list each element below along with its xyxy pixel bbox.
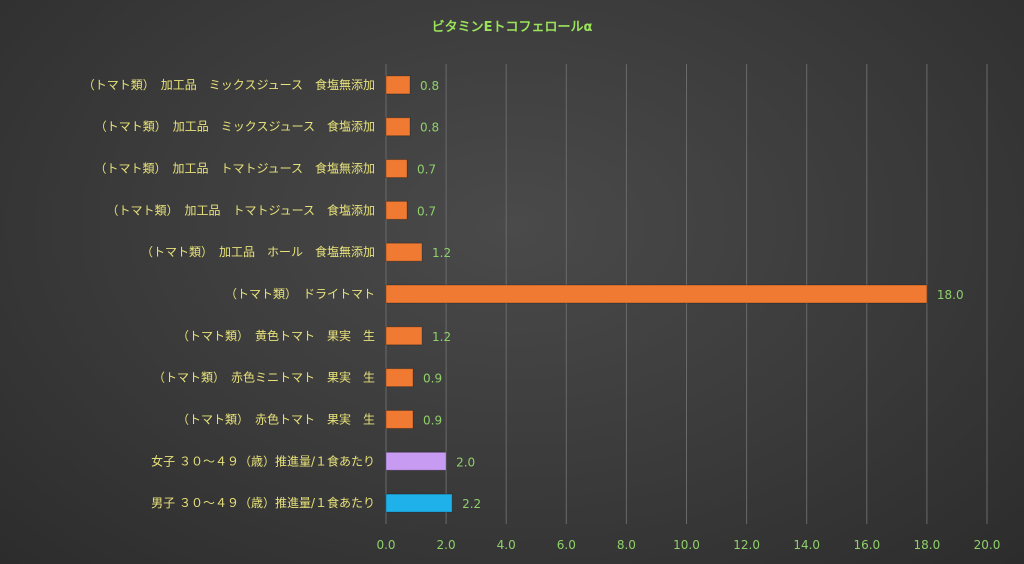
data-label: 0.7 <box>417 163 436 177</box>
bar <box>385 284 928 304</box>
category-label: （トマト類） 加工品 ミックスジュース 食塩無添加 <box>83 77 375 92</box>
data-label: 0.7 <box>417 204 436 218</box>
x-tick-label: 18.0 <box>914 538 941 552</box>
bar <box>385 409 414 429</box>
data-label: 0.8 <box>420 121 439 135</box>
x-tick-label: 14.0 <box>793 538 820 552</box>
bars <box>385 75 928 513</box>
category-label: （トマト類） 加工品 トマトジュース 食塩添加 <box>106 202 375 217</box>
category-label: （トマト類） 赤色トマト 果実 生 <box>177 411 375 426</box>
chart-title: ビタミンEトコフェロールα <box>432 19 593 35</box>
data-label: 1.2 <box>432 246 451 260</box>
x-tick-label: 2.0 <box>437 538 456 552</box>
bar <box>385 493 453 513</box>
data-label: 0.9 <box>423 372 442 386</box>
category-label: （トマト類） 加工品 トマトジュース 食塩無添加 <box>94 161 375 176</box>
x-tick-label: 10.0 <box>673 538 700 552</box>
category-label: （トマト類） 加工品 ミックスジュース 食塩添加 <box>95 119 375 134</box>
x-axis-ticks: 0.0 2.0 4.0 6.0 8.0 10.0 12.0 14.0 16.0 18.0 20.0 <box>376 538 1000 552</box>
x-tick-label: 6.0 <box>557 538 576 552</box>
x-tick-label: 16.0 <box>853 538 880 552</box>
bar <box>385 451 447 471</box>
data-label: 18.0 <box>937 288 964 302</box>
bar <box>385 368 414 388</box>
category-label: （トマト類） 加工品 ホール 食塩無添加 <box>141 244 375 259</box>
data-label: 0.9 <box>423 413 442 427</box>
category-label: 女子 ３０～４９（歳）推進量/１食あたり <box>151 453 375 468</box>
data-labels: 0.8 0.8 0.7 0.7 1.2 18.0 1.2 0.9 0.9 2.0 2.2 <box>417 79 964 511</box>
category-label: （トマト類） 赤色ミニトマト 果実 生 <box>153 370 375 385</box>
x-tick-label: 8.0 <box>617 538 636 552</box>
bar <box>385 75 411 95</box>
data-label: 1.2 <box>432 330 451 344</box>
bar <box>385 242 423 262</box>
category-label: 男子 ３０～４９（歳）推進量/１食あたり <box>151 495 375 510</box>
data-label: 2.0 <box>456 455 475 469</box>
category-label: （トマト類） ドライトマト <box>225 287 375 301</box>
bar <box>385 159 408 179</box>
data-label: 0.8 <box>420 79 439 93</box>
x-tick-label: 12.0 <box>733 538 760 552</box>
x-tick-label: 0.0 <box>376 538 395 552</box>
x-tick-label: 20.0 <box>974 538 1001 552</box>
bar <box>385 326 423 346</box>
data-label: 2.2 <box>462 497 481 511</box>
category-label: （トマト類） 黄色トマト 果実 生 <box>177 328 375 343</box>
bar <box>385 200 408 220</box>
bar <box>385 117 411 137</box>
x-tick-label: 4.0 <box>497 538 516 552</box>
category-labels: （トマト類） 加工品 ミックスジュース 食塩無添加 （トマト類） 加工品 ミックス… <box>83 77 375 510</box>
